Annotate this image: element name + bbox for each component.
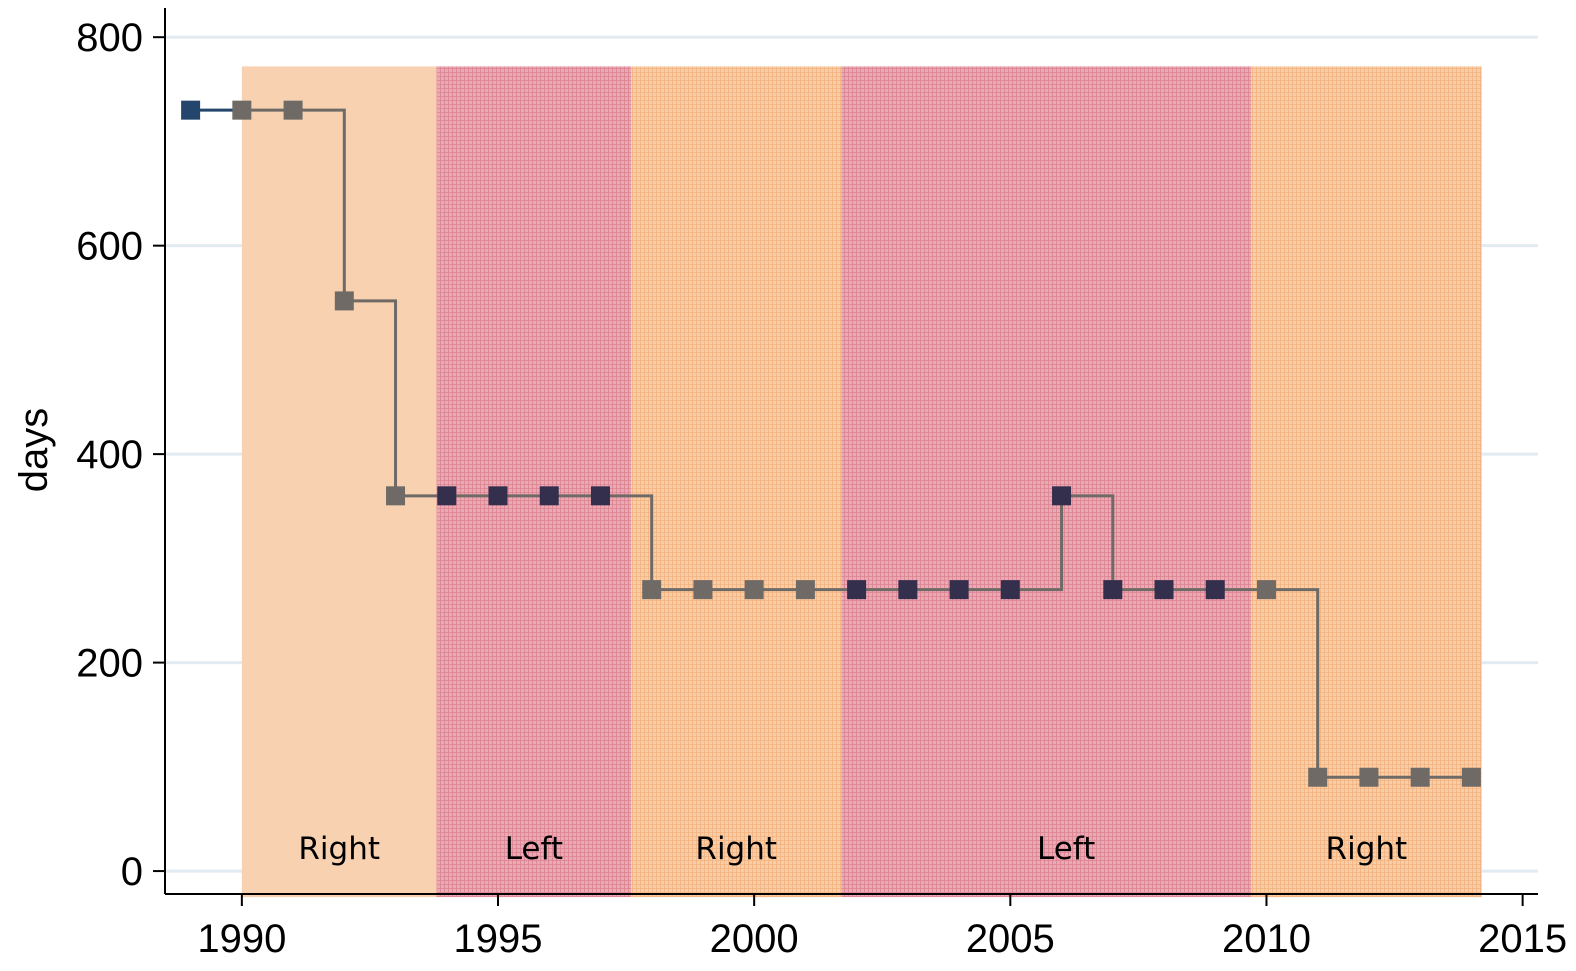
data-point-2004 (949, 580, 969, 600)
period-label-1: Left (505, 831, 563, 867)
y-tick-label-0: 0 (121, 850, 143, 894)
data-point-2007 (1103, 580, 1123, 600)
data-point-2002 (847, 580, 867, 600)
data-point-1995 (488, 486, 508, 506)
x-tick-label-2005: 2005 (966, 917, 1055, 961)
data-point-2008 (1154, 580, 1174, 600)
period-band-3 (841, 66, 1252, 898)
data-point-1997 (590, 486, 610, 506)
data-point-2003 (898, 580, 918, 600)
data-point-1991 (283, 100, 303, 120)
x-tick-label-1990: 1990 (197, 917, 286, 961)
y-tick-label-200: 200 (76, 642, 143, 686)
data-point-2011 (1308, 767, 1328, 787)
data-point-2009 (1205, 580, 1225, 600)
period-bands: Right Left Right Left Right (241, 66, 1482, 898)
data-point-2006 (1052, 486, 1072, 506)
data-point-1999 (693, 580, 713, 600)
series-markers (181, 100, 1481, 787)
x-tick-label-2000: 2000 (710, 917, 799, 961)
period-band-4 (1251, 66, 1482, 898)
data-point-1998 (642, 580, 662, 600)
data-point-1994 (437, 486, 457, 506)
period-label-0: Right (298, 831, 380, 867)
data-point-2001 (795, 580, 815, 600)
y-tick-label-800: 800 (76, 16, 143, 60)
data-point-1993 (386, 486, 406, 506)
data-point-2000 (744, 580, 764, 600)
data-point-2012 (1359, 767, 1379, 787)
data-point-1996 (539, 486, 559, 506)
y-axis-title: days (12, 408, 56, 493)
data-point-2005 (1000, 580, 1020, 600)
period-label-3: Left (1037, 831, 1095, 867)
y-tick-label-600: 600 (76, 225, 143, 269)
data-point-1990 (232, 100, 252, 120)
data-point-2010 (1256, 580, 1276, 600)
period-band-1 (436, 66, 632, 898)
data-point-2014 (1461, 767, 1481, 787)
period-label-4: Right (1326, 831, 1408, 867)
y-tick-label-400: 400 (76, 433, 143, 477)
x-tick-label-1995: 1995 (454, 917, 543, 961)
data-point-1989 (181, 100, 201, 120)
x-tick-label-2015: 2015 (1478, 917, 1567, 961)
period-label-2: Right (695, 831, 777, 867)
tick-labels: 0 200 400 600 800 1990 1995 2000 2005 2010 2015 (76, 16, 1567, 961)
axes (164, 8, 1538, 895)
period-band-2 (631, 66, 842, 898)
data-point-2013 (1410, 767, 1430, 787)
x-tick-label-2010: 2010 (1222, 917, 1311, 961)
data-point-1992 (334, 291, 354, 311)
period-band-0 (241, 66, 437, 898)
